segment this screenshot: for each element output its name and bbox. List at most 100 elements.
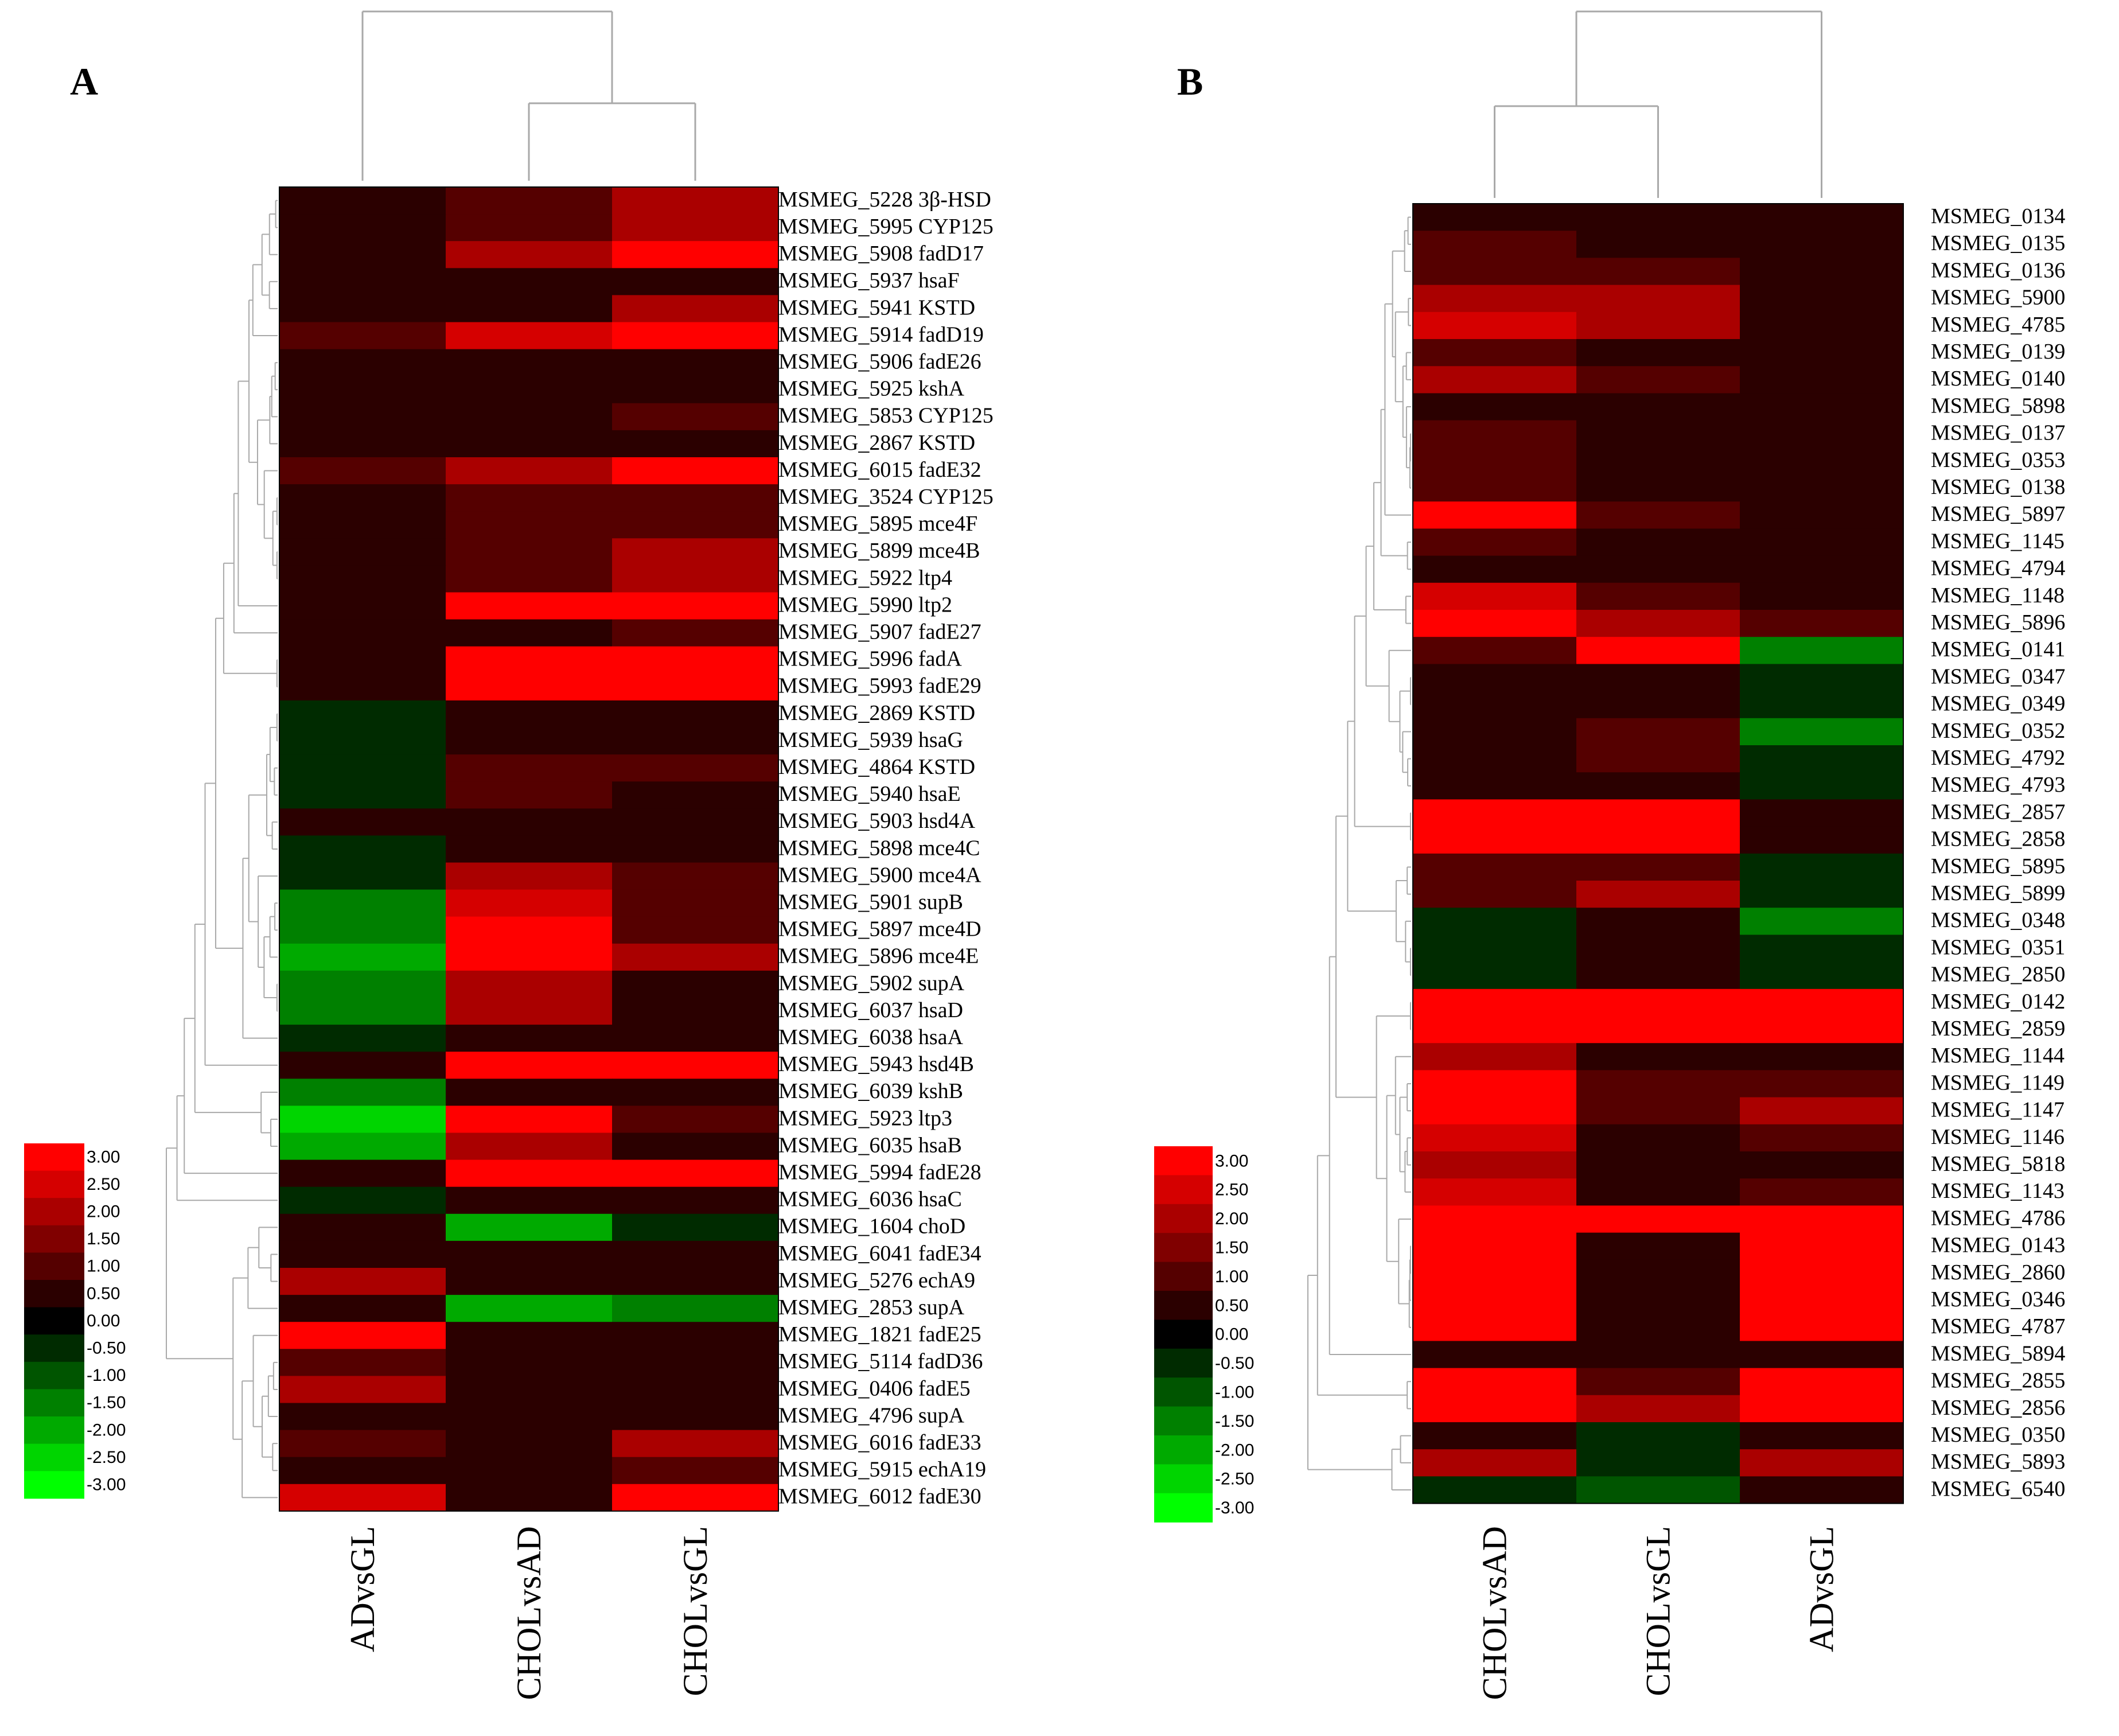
column-label: CHOLvsGL — [1639, 1526, 1677, 1696]
heatmap-cell — [1740, 1314, 1904, 1341]
row-label: MSMEG_5900 mce4A — [778, 863, 981, 887]
heatmap-border — [1412, 203, 1904, 1504]
heatmap-cell — [1740, 935, 1904, 963]
heatmap-cell — [446, 619, 613, 647]
heatmap-cell — [446, 187, 613, 215]
row-label: MSMEG_5906 fadE26 — [778, 350, 981, 374]
legend-tick-label: 0.00 — [87, 1311, 120, 1330]
heatmap-cell — [612, 781, 779, 809]
heatmap-cell — [612, 1484, 779, 1512]
row-label: MSMEG_5907 fadE27 — [778, 620, 981, 644]
row-label: MSMEG_0134 — [1931, 204, 2065, 228]
heatmap-cell — [446, 1457, 613, 1485]
row-label: MSMEG_5853 CYP125 — [778, 404, 994, 428]
legend-tick-label: -1.00 — [87, 1366, 126, 1385]
heatmap-cell — [446, 376, 613, 404]
row-label: MSMEG_5114 fadD36 — [778, 1349, 983, 1373]
row-label: MSMEG_6037 hsaD — [778, 998, 963, 1022]
heatmap-cell — [446, 241, 613, 268]
heatmap-cell — [1740, 447, 1904, 475]
legend-swatch — [1154, 1319, 1213, 1349]
legend-swatch — [24, 1361, 84, 1389]
heatmap-cell — [1576, 637, 1740, 664]
heatmap-cell — [1740, 1368, 1904, 1396]
heatmap-cell — [279, 1295, 446, 1322]
heatmap-cell — [1740, 393, 1904, 421]
legend-swatch — [1154, 1435, 1213, 1465]
heatmap-cell — [1576, 988, 1740, 1017]
heatmap-cell — [446, 1186, 613, 1215]
row-label: MSMEG_5228 3β-HSD — [778, 188, 991, 212]
legend-tick-label: 1.00 — [87, 1257, 120, 1276]
heatmap-cell — [279, 646, 446, 674]
row-label: MSMEG_6036 hsaC — [778, 1188, 962, 1212]
heatmap-cell — [446, 1132, 613, 1161]
panel-b: MSMEG_0134 MSMEG_0135 MSMEG_0136 MSMEG_5900… — [1154, 10, 2065, 1700]
heatmap-cell — [1740, 528, 1904, 556]
heatmap-cell — [446, 1079, 613, 1106]
heatmap-cell — [1740, 853, 1904, 881]
heatmap-cell — [612, 619, 779, 647]
heatmap-cell — [446, 727, 613, 755]
heatmap-cell — [279, 862, 446, 890]
heatmap-cell — [1740, 772, 1904, 800]
heatmap-cell — [1413, 420, 1577, 448]
legend-tick-label: -0.50 — [87, 1339, 126, 1358]
row-label: MSMEG_5943 hsd4B — [778, 1052, 974, 1076]
column-label: CHOLvsGL — [676, 1526, 714, 1696]
heatmap-cell — [1740, 1395, 1904, 1423]
row-label: MSMEG_5937 hsaF — [778, 268, 960, 293]
heatmap-cell — [1576, 1043, 1740, 1071]
heatmap-cell — [1740, 1124, 1904, 1152]
heatmap-cell — [1576, 1097, 1740, 1125]
heatmap-cell — [279, 943, 446, 971]
heatmap-cell — [446, 511, 613, 539]
row-label: MSMEG_4792 — [1931, 746, 2065, 770]
row-label: MSMEG_5901 supB — [778, 890, 963, 914]
heatmap-cell — [279, 1403, 446, 1431]
legend-tick-label: 2.50 — [87, 1175, 120, 1194]
heatmap-cell — [1576, 935, 1740, 963]
legend-tick-label: -3.00 — [87, 1476, 126, 1494]
legend-tick-label: -2.00 — [1215, 1441, 1254, 1459]
row-label: MSMEG_5899 mce4B — [778, 539, 980, 563]
legend-tick-label: -1.00 — [1215, 1383, 1254, 1402]
heatmap-cell — [1413, 908, 1577, 935]
heatmap-cell — [1740, 962, 1904, 990]
legend-tick-label: 2.50 — [1215, 1181, 1248, 1200]
row-label: MSMEG_1148 — [1931, 583, 2065, 608]
heatmap-cell — [1740, 1070, 1904, 1098]
heatmap-cell — [1576, 853, 1740, 881]
legend-swatch — [24, 1252, 84, 1280]
row-label: MSMEG_0141 — [1931, 637, 2065, 661]
heatmap-cell — [446, 862, 613, 890]
heatmap-cell — [1413, 610, 1577, 637]
heatmap-cell — [1740, 1151, 1904, 1179]
heatmap-cell — [279, 700, 446, 728]
heatmap-cell — [446, 943, 613, 971]
row-label: MSMEG_2867 KSTD — [778, 431, 975, 455]
heatmap-cell — [1576, 1259, 1740, 1287]
row-label: MSMEG_5899 — [1931, 881, 2065, 905]
heatmap-cell — [1740, 988, 1904, 1017]
heatmap-border — [279, 186, 779, 1512]
legend-swatch — [24, 1225, 84, 1253]
heatmap-cell — [612, 538, 779, 566]
heatmap-cell — [279, 835, 446, 863]
heatmap-cell — [446, 1052, 613, 1079]
legend-swatch — [1154, 1406, 1213, 1436]
heatmap-cell — [1576, 1476, 1740, 1504]
heatmap-cell — [446, 430, 613, 458]
heatmap-cell — [279, 376, 446, 404]
column-dendrogram — [1494, 10, 1822, 198]
row-label: MSMEG_5903 hsd4A — [778, 809, 976, 833]
heatmap-cell — [1740, 285, 1904, 313]
heatmap-cell — [1740, 881, 1904, 908]
heatmap-cell — [1576, 1232, 1740, 1260]
heatmap-cell — [446, 1430, 613, 1458]
heatmap-cell — [612, 1213, 779, 1241]
heatmap-cell — [1740, 637, 1904, 664]
heatmap-cell — [279, 619, 446, 647]
heatmap-cell — [279, 295, 446, 323]
